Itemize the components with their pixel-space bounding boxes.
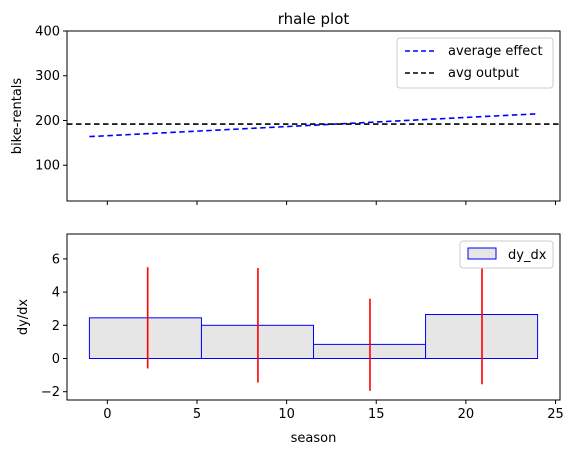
bottom-x-tick-label: 20: [458, 407, 475, 422]
bottom-x-tick-label: 10: [278, 407, 295, 422]
bottom-x-tick-label: 0: [103, 407, 111, 422]
bottom-bars: [88, 314, 539, 360]
series-line-average-effect: [89, 113, 538, 138]
legend-label-average-effect: average effect: [448, 44, 543, 59]
top-y-tick-label: 400: [35, 25, 60, 40]
bottom-x-ticks: 0 5 10 15 20 25: [103, 400, 564, 422]
legend-label-dy-dx: dy_dx: [508, 248, 547, 263]
bottom-y-ticks: −2 0 2 4 6: [41, 252, 67, 400]
bottom-y-tick-label: −2: [41, 385, 60, 400]
bottom-x-tick-label: 5: [193, 407, 201, 422]
top-y-ticks: 100 200 300 400: [35, 25, 67, 174]
bottom-x-axis-label: season: [291, 431, 337, 446]
bottom-legend: dy_dx: [459, 240, 554, 269]
top-x-ticks: [106, 201, 557, 205]
bottom-y-tick-label: 2: [52, 319, 60, 334]
bottom-y-tick-label: 6: [52, 252, 60, 267]
top-series-lines: [67, 113, 560, 138]
top-legend-box: [396, 37, 554, 89]
top-plot-frame: [66, 30, 561, 202]
bottom-x-tick-label: 15: [368, 407, 385, 422]
top-y-tick-label: 300: [35, 69, 60, 84]
bottom-y-tick-label: 0: [52, 352, 60, 367]
bar-bin-1: [88, 317, 202, 359]
chart-title: rhale plot: [278, 10, 350, 28]
bottom-panel: −2 0 2 4 6 0 5 10 15 20 25 dy/dx season dy_dx: [16, 233, 564, 446]
top-y-tick-label: 200: [35, 114, 60, 129]
bottom-x-tick-label: 25: [547, 407, 564, 422]
legend-label-avg-output: avg output: [448, 66, 519, 81]
legend-swatch-dy-dx: [467, 247, 497, 260]
top-legend: average effect avg output: [396, 37, 554, 89]
top-y-axis-label: bike-rentals: [10, 78, 25, 155]
bottom-y-tick-label: 4: [52, 286, 60, 301]
top-y-tick-label: 100: [35, 159, 60, 174]
bottom-y-axis-label: dy/dx: [16, 299, 31, 336]
top-panel: rhale plot 100 200 300 400 bike-rentals ave…: [10, 10, 561, 205]
bottom-plot-frame: [66, 233, 561, 401]
